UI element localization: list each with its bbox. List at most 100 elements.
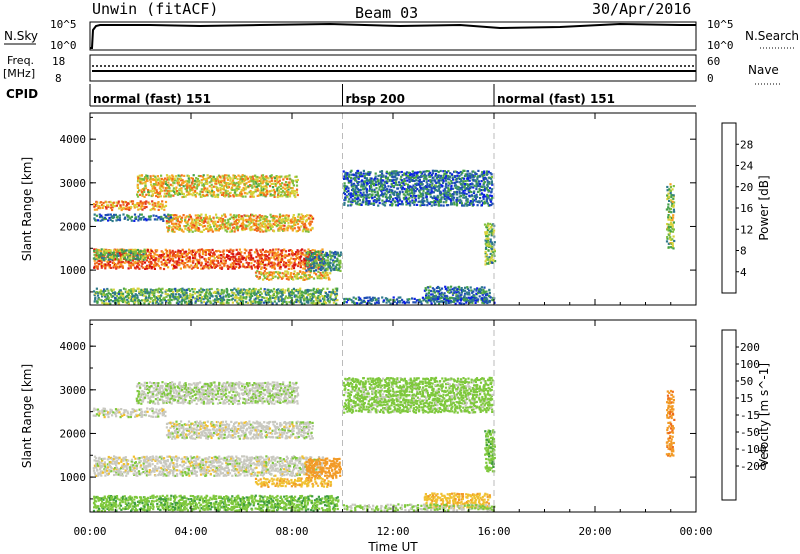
data-cell (443, 301, 446, 304)
data-cell (188, 181, 191, 184)
data-cell (204, 253, 207, 256)
data-cell (263, 225, 266, 229)
data-cell (102, 290, 105, 293)
data-cell (486, 185, 489, 188)
data-cell (405, 196, 408, 199)
data-cell (241, 178, 244, 181)
data-cell (160, 299, 163, 302)
data-cell (487, 244, 490, 247)
data-cell (157, 191, 160, 195)
data-cell (137, 263, 141, 267)
data-cell (93, 208, 96, 211)
data-cell (441, 181, 445, 184)
data-cell (282, 227, 286, 230)
data-cell (251, 294, 254, 298)
data-cell (377, 204, 380, 207)
data-cell (100, 264, 103, 267)
data-cell (239, 295, 242, 298)
data-cell (371, 299, 374, 302)
data-cell (285, 261, 288, 265)
data-cell (438, 198, 442, 201)
data-cell (217, 182, 220, 185)
data-cell (292, 265, 295, 268)
data-cell (288, 258, 291, 262)
data-cell (313, 264, 316, 267)
data-cell (490, 250, 493, 253)
data-cell (329, 250, 332, 253)
data-cell (480, 189, 483, 192)
data-cell (380, 182, 383, 185)
data-cell (485, 232, 488, 235)
data-cell (252, 259, 255, 262)
data-cell (436, 285, 440, 289)
data-cell (304, 274, 307, 277)
data-cell (457, 295, 460, 299)
data-cell (264, 272, 268, 275)
data-cell (403, 179, 406, 182)
data-cell (315, 258, 318, 261)
data-cell (247, 251, 250, 254)
data-cell (168, 288, 171, 291)
data-cell (381, 188, 384, 191)
data-cell (348, 198, 351, 201)
data-cell (100, 248, 103, 251)
data-cell (312, 258, 315, 262)
data-cell (191, 223, 194, 226)
freq-strip (89, 54, 697, 82)
data-cell (385, 199, 388, 202)
data-cell (178, 288, 181, 291)
data-cell (450, 285, 453, 288)
data-cell (310, 267, 314, 270)
data-cell (451, 176, 454, 179)
data-cell (200, 296, 203, 299)
data-cell (410, 188, 413, 191)
data-cell (416, 182, 419, 185)
data-cell (168, 256, 171, 259)
data-cell (222, 253, 225, 256)
data-cell (148, 292, 151, 295)
data-cell (445, 191, 448, 194)
data-cell (222, 295, 225, 298)
data-cell (366, 193, 370, 197)
data-cell (101, 301, 104, 304)
data-cell (201, 219, 204, 222)
data-cell (436, 295, 439, 298)
data-cell (433, 179, 436, 182)
data-cell (222, 302, 225, 305)
data-cell (672, 185, 675, 188)
data-cell (226, 177, 229, 180)
data-cell (190, 302, 193, 305)
data-cell (126, 202, 130, 205)
data-cell (393, 200, 396, 203)
data-cell (465, 187, 469, 190)
data-cell (440, 287, 444, 290)
data-cell (214, 220, 217, 223)
data-cell (429, 185, 432, 189)
data-cell (209, 294, 212, 297)
data-cell (247, 218, 251, 221)
data-cell (127, 267, 130, 270)
data-cell (195, 177, 198, 180)
data-cell (201, 184, 204, 187)
data-cell (133, 253, 136, 257)
data-cell (102, 300, 105, 303)
data-cell (234, 221, 237, 224)
data-cell (204, 182, 207, 185)
data-cell (145, 296, 148, 299)
data-cell (178, 261, 181, 264)
data-cell (224, 225, 227, 228)
data-cell (324, 261, 327, 265)
data-cell (464, 180, 467, 183)
data-cell (280, 249, 283, 252)
data-cell (359, 175, 362, 178)
data-cell (396, 197, 399, 201)
data-cell (232, 174, 235, 177)
data-cell (121, 255, 124, 258)
data-cell (445, 197, 448, 200)
data-cell (276, 257, 279, 260)
data-cell (134, 261, 137, 264)
data-cell (485, 258, 488, 261)
data-cell (483, 189, 486, 192)
data-cell (322, 266, 325, 269)
data-cell (429, 195, 432, 198)
